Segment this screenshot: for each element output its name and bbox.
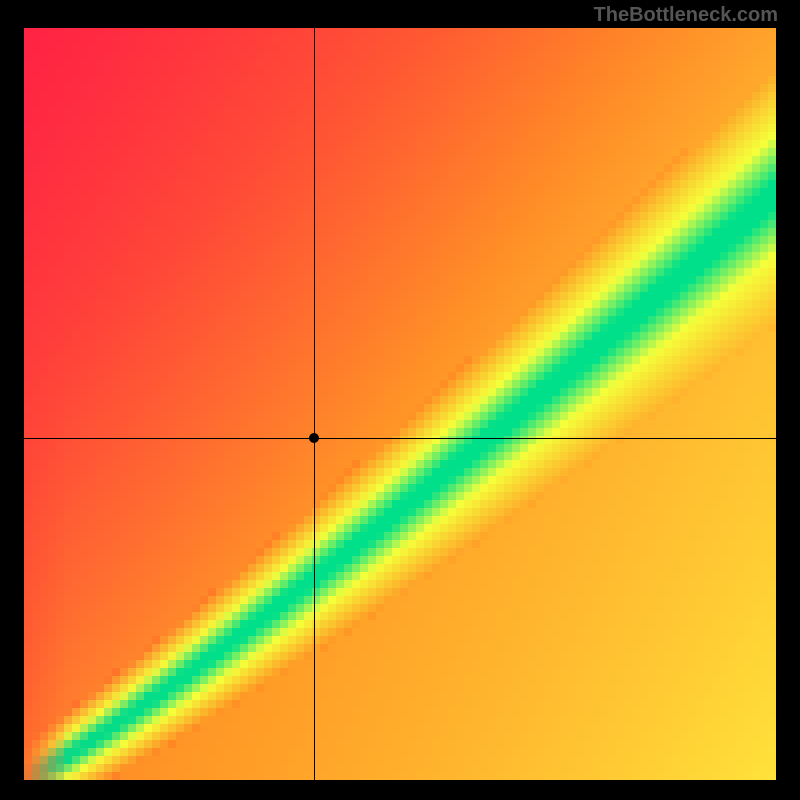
heatmap-plot <box>24 28 776 780</box>
watermark-text: TheBottleneck.com <box>594 4 778 27</box>
crosshair-marker-dot <box>309 433 319 443</box>
crosshair-horizontal <box>24 438 776 439</box>
crosshair-vertical <box>314 28 315 780</box>
heatmap-canvas <box>24 28 776 780</box>
